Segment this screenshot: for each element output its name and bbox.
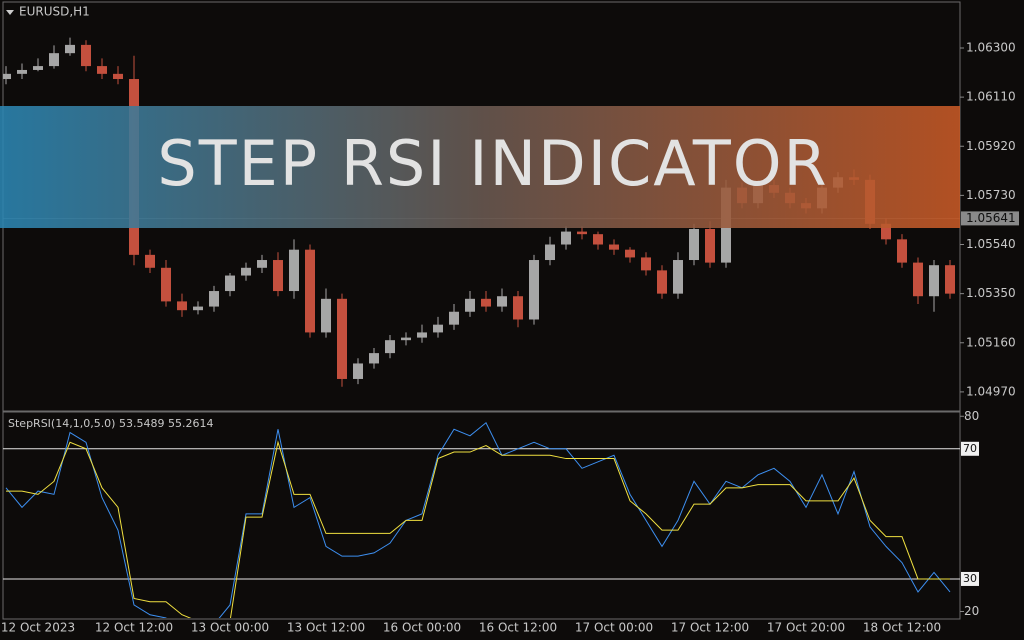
x-tick-label: 16 Oct 12:00 [479,621,557,635]
candle-body [897,239,907,263]
candle-body [193,306,203,311]
candle-body [689,228,699,261]
indicator-title: StepRSI(14,1,0,5.0) 53.5489 55.2614 [8,417,213,430]
x-tick-label: 18 Oct 12:00 [863,621,941,635]
rsi-panel [2,411,961,620]
candle-body [433,324,443,333]
candle-body [209,291,219,307]
x-tick-label: 13 Oct 12:00 [287,621,365,635]
y-tick-label: 80 [964,409,979,423]
candle-body [225,275,235,292]
current-price-label: 1.05641 [966,211,1016,225]
level-box [961,441,979,456]
candle-body [881,223,891,240]
candle-body [545,244,555,261]
candle-body [289,249,299,292]
y-tick-label: 1.05730 [966,188,1016,202]
candle-body [81,44,91,67]
candle-body [497,296,507,307]
y-tick-label: 1.06300 [966,40,1016,54]
level-label: 30 [963,572,977,585]
dropdown-icon[interactable] [6,10,14,15]
candle-body [97,66,107,74]
x-tick-label: 12 Oct 2023 [1,621,75,635]
candle-body [145,254,155,268]
candle-body [945,265,955,294]
candle-body [417,332,427,338]
candle-body [673,260,683,294]
candle-body [353,363,363,379]
rsi-line [6,440,950,618]
candle-body [65,44,75,54]
banner [0,106,960,228]
x-tick-label: 12 Oct 12:00 [95,621,173,635]
x-tick-label: 17 Oct 12:00 [671,621,749,635]
rsi-line [5,421,951,618]
candle-body [577,231,587,235]
x-tick-label: 17 Oct 00:00 [575,621,653,635]
candle-body [161,267,171,302]
y-tick-label: 1.05160 [966,335,1016,349]
candle-body [705,228,715,263]
candle-body [481,298,491,307]
candle-body [241,267,251,276]
x-tick-label: 13 Oct 00:00 [191,621,269,635]
candle-body [513,296,523,320]
level-box [961,571,979,586]
banner-title: STEP RSI INDICATOR [157,127,828,200]
candle-body [177,301,187,311]
candle-body [273,260,283,292]
symbol-label: EURUSD,H1 [19,5,90,19]
candle-body [465,298,475,312]
candle-body [369,353,379,364]
candle-body [305,249,315,333]
candle-body [3,73,11,80]
candle-body [625,249,635,258]
candle-body [529,260,539,320]
candle-body [641,257,651,271]
y-tick-label: 1.06110 [966,90,1016,104]
candle-body [401,337,411,341]
candle-body [257,260,267,268]
candle-body [913,262,923,297]
candle-body [449,311,459,325]
candle-body [17,69,27,74]
candle-body [609,244,619,250]
candle-body [657,270,667,294]
candle-body [321,298,331,333]
candle-body [385,340,395,354]
x-tick-label: 17 Oct 20:00 [767,621,845,635]
candle-body [929,265,939,297]
y-tick-label: 1.05540 [966,237,1016,251]
candle-body [337,298,347,379]
candle-body [33,66,43,70]
x-tick-label: 16 Oct 00:00 [383,621,461,635]
y-tick-label: 1.04970 [966,384,1016,398]
y-tick-label: 20 [964,604,979,618]
candle-body [561,231,571,245]
y-tick-label: 1.05350 [966,286,1016,300]
candle-body [593,234,603,245]
current-price-box [961,211,1019,226]
candle-body [49,53,59,67]
y-tick-label: 1.05920 [966,139,1016,153]
candle-body [113,73,123,80]
level-label: 70 [963,442,977,455]
